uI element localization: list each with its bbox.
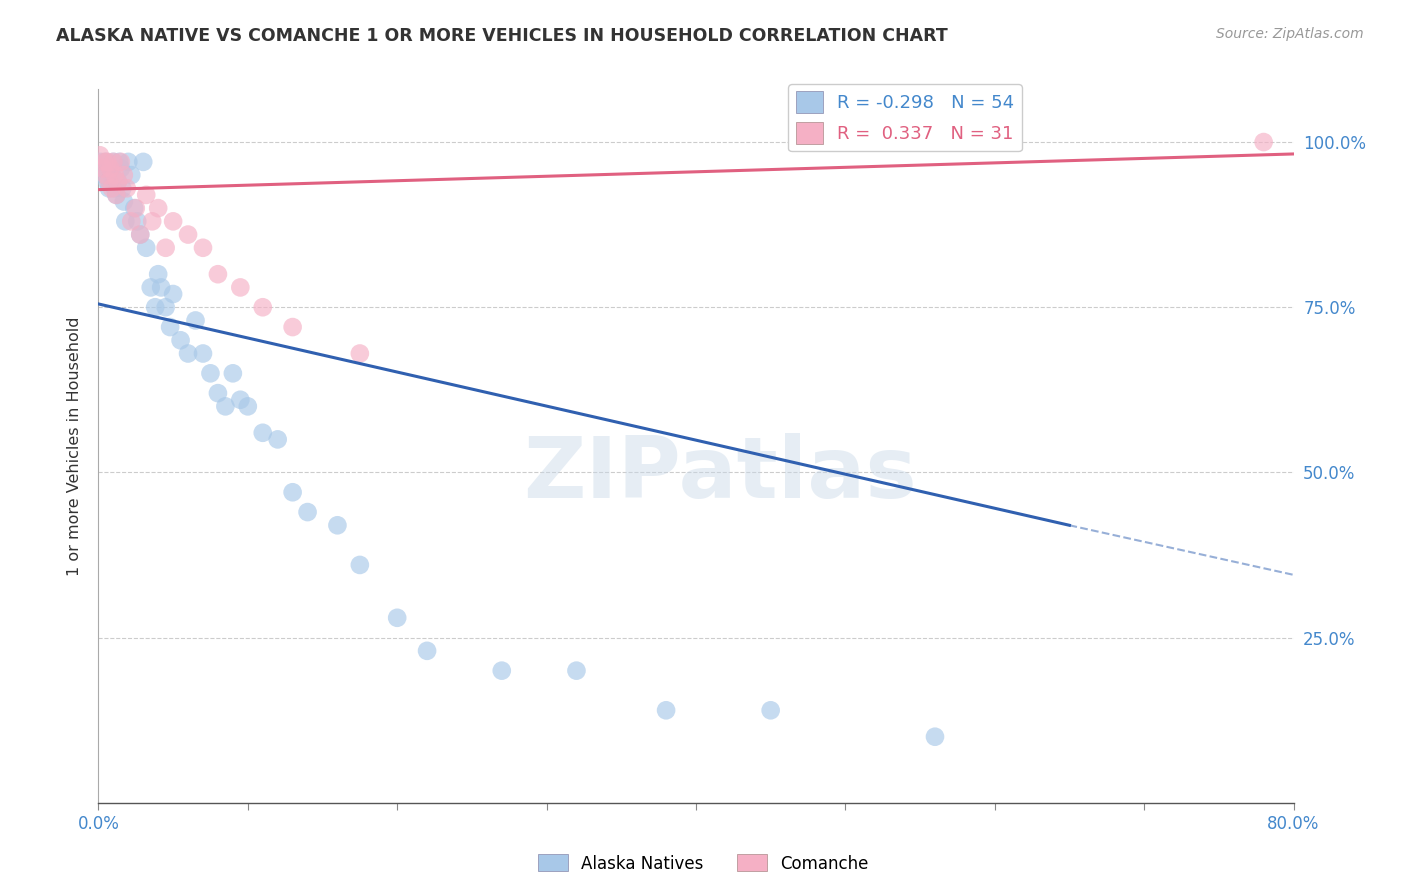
Point	[565, 664, 588, 678]
Point	[159, 320, 181, 334]
Point	[91, 161, 114, 176]
Text: Source: ZipAtlas.com: Source: ZipAtlas.com	[1216, 27, 1364, 41]
Point	[162, 214, 184, 228]
Point	[184, 313, 207, 327]
Point	[98, 161, 122, 176]
Point	[385, 611, 409, 625]
Point	[93, 154, 115, 169]
Point	[349, 558, 371, 572]
Point	[207, 267, 229, 281]
Text: ALASKA NATIVE VS COMANCHE 1 OR MORE VEHICLES IN HOUSEHOLD CORRELATION CHART: ALASKA NATIVE VS COMANCHE 1 OR MORE VEHI…	[56, 27, 948, 45]
Point	[139, 280, 162, 294]
Y-axis label: 1 or more Vehicles in Household: 1 or more Vehicles in Household	[66, 317, 82, 575]
Point	[155, 300, 177, 314]
Point	[148, 267, 170, 281]
Point	[105, 188, 128, 202]
Point	[162, 287, 184, 301]
Point	[112, 168, 135, 182]
Point	[169, 333, 191, 347]
Point	[107, 175, 129, 189]
Point	[326, 518, 349, 533]
Point	[349, 346, 371, 360]
Point	[98, 161, 122, 176]
Point	[143, 300, 166, 314]
Point	[141, 214, 163, 228]
Point	[252, 300, 274, 314]
Point	[281, 320, 304, 334]
Point	[89, 148, 111, 162]
Point	[110, 161, 132, 176]
Point	[107, 175, 129, 189]
Point	[103, 154, 125, 169]
Point	[236, 400, 259, 414]
Point	[97, 181, 120, 195]
Point	[191, 241, 214, 255]
Point	[96, 154, 118, 169]
Point	[112, 194, 135, 209]
Point	[97, 175, 120, 189]
Point	[132, 154, 155, 169]
Point	[135, 188, 157, 202]
Point	[120, 168, 142, 182]
Point	[655, 703, 678, 717]
Point	[129, 227, 152, 242]
Point	[111, 181, 134, 195]
Legend: Alaska Natives, Comanche: Alaska Natives, Comanche	[531, 847, 875, 880]
Text: ZIPatlas: ZIPatlas	[523, 433, 917, 516]
Point	[117, 154, 139, 169]
Point	[96, 175, 118, 189]
Point	[103, 154, 125, 169]
Point	[89, 154, 111, 169]
Point	[267, 433, 290, 447]
Point	[177, 227, 200, 242]
Point	[191, 346, 214, 360]
Point	[148, 201, 170, 215]
Point	[91, 161, 114, 176]
Point	[105, 188, 128, 202]
Legend: R = -0.298   N = 54, R =  0.337   N = 31: R = -0.298 N = 54, R = 0.337 N = 31	[789, 84, 1022, 152]
Point	[416, 644, 439, 658]
Point	[94, 154, 117, 169]
Point	[281, 485, 304, 500]
Point	[1253, 135, 1275, 149]
Point	[93, 168, 115, 182]
Point	[104, 168, 127, 182]
Point	[200, 367, 222, 381]
Point	[101, 168, 124, 182]
Point	[127, 214, 149, 228]
Point	[101, 181, 124, 195]
Point	[108, 154, 131, 169]
Point	[491, 664, 513, 678]
Point	[214, 400, 236, 414]
Point	[252, 425, 274, 440]
Point	[222, 367, 245, 381]
Point	[177, 346, 200, 360]
Point	[759, 703, 782, 717]
Point	[924, 730, 946, 744]
Point	[150, 280, 173, 294]
Point	[207, 386, 229, 401]
Point	[104, 181, 127, 195]
Point	[155, 241, 177, 255]
Point	[229, 280, 252, 294]
Point	[110, 154, 132, 169]
Point	[297, 505, 319, 519]
Point	[124, 201, 146, 215]
Point	[120, 214, 142, 228]
Point	[115, 181, 138, 195]
Point	[114, 214, 136, 228]
Point	[129, 227, 152, 242]
Point	[229, 392, 252, 407]
Point	[125, 201, 148, 215]
Point	[94, 168, 117, 182]
Point	[135, 241, 157, 255]
